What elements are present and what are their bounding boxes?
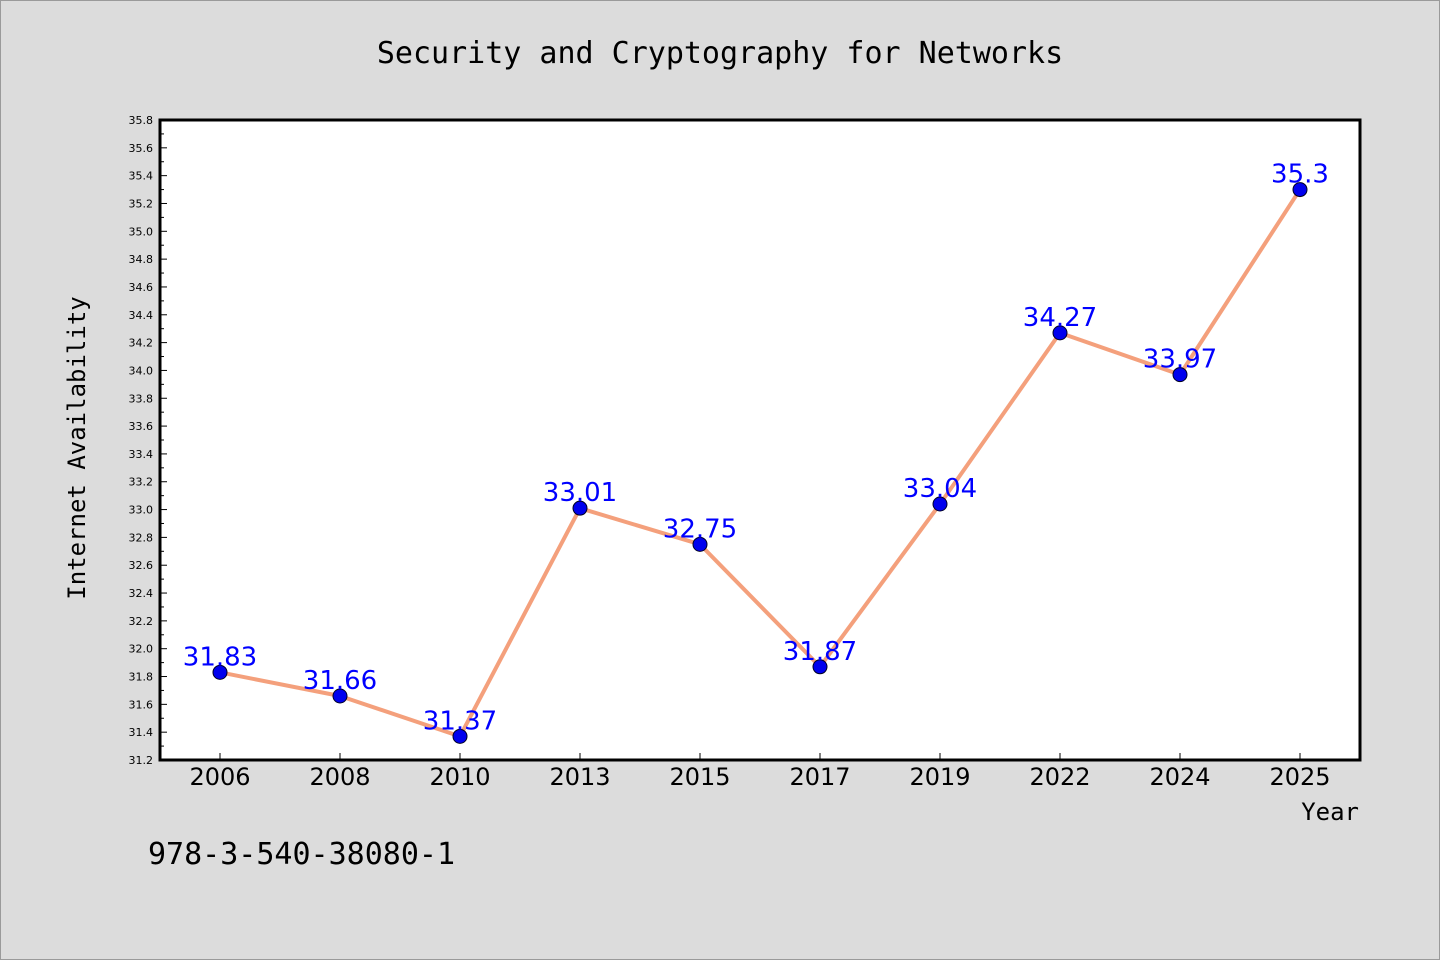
y-axis: 31.2 31.4 31.6 31.8 32.0 32.2 32.4 32.6 32.8 33.0…	[129, 114, 167, 767]
y-tick-label: 32.6	[129, 559, 154, 572]
y-tick-label: 35.4	[129, 170, 154, 183]
data-label: 33.97	[1143, 345, 1217, 375]
x-tick-label: 2022	[1029, 763, 1090, 791]
y-tick-label: 31.4	[129, 726, 154, 739]
y-tick-label: 32.4	[129, 587, 154, 600]
x-axis: 2006 2008 2010 2013 2015 2017 2019 2022 2024 2025	[189, 753, 1331, 791]
x-tick-label: 2006	[189, 763, 250, 791]
y-tick-label: 32.0	[129, 643, 154, 656]
y-tick-label: 31.8	[129, 671, 154, 684]
y-tick-label: 33.6	[129, 420, 154, 433]
data-point	[932, 496, 948, 512]
y-tick-label: 31.6	[129, 698, 154, 711]
x-tick-label: 2017	[789, 763, 850, 791]
y-tick-label: 33.0	[129, 504, 154, 517]
x-tick-label: 2013	[549, 763, 610, 791]
data-labels: 31.83 31.66 31.37 33.01 32.75 31.87 33.04 34.27…	[183, 160, 1329, 737]
data-label: 31.37	[423, 706, 497, 736]
data-point	[1052, 325, 1068, 341]
y-tick-label: 33.4	[129, 448, 154, 461]
y-tick-label: 31.2	[129, 754, 154, 767]
y-tick-label: 34.4	[129, 309, 154, 322]
data-point	[692, 536, 708, 552]
y-tick-label: 34.0	[129, 364, 154, 377]
y-tick-label: 35.8	[129, 114, 154, 127]
x-tick-label: 2019	[909, 763, 970, 791]
data-point	[1292, 182, 1308, 198]
data-point	[332, 688, 348, 704]
series-line	[219, 188, 1302, 739]
chart-title: Security and Cryptography for Networks	[377, 36, 1063, 71]
data-label: 34.27	[1023, 303, 1097, 333]
data-label: 31.83	[183, 642, 257, 672]
y-tick-label: 32.2	[129, 615, 154, 628]
y-tick-label: 32.8	[129, 531, 154, 544]
data-label: 32.75	[663, 514, 737, 544]
y-tick-label: 35.2	[129, 197, 154, 210]
x-tick-label: 2015	[669, 763, 730, 791]
plot-area	[158, 118, 1362, 762]
x-tick-label: 2025	[1269, 763, 1330, 791]
y-tick-label: 33.8	[129, 392, 154, 405]
y-tick-label: 33.2	[129, 476, 154, 489]
y-tick-label: 34.6	[129, 281, 154, 294]
y-axis-label: Internet Availability	[63, 296, 91, 599]
data-label: 33.04	[903, 474, 977, 504]
y-tick-label: 34.2	[129, 337, 154, 350]
isbn-footer: 978-3-540-38080-1	[148, 837, 455, 872]
x-tick-label: 2008	[309, 763, 370, 791]
y-tick-label: 34.8	[129, 253, 154, 266]
series-line-group	[219, 188, 1302, 739]
data-label: 31.66	[303, 666, 377, 696]
y-tick-label: 35.6	[129, 142, 154, 155]
data-point	[812, 659, 828, 675]
x-tick-label: 2024	[1149, 763, 1210, 791]
data-label: 33.01	[543, 478, 617, 508]
data-point	[1172, 367, 1188, 383]
x-axis-label: Year	[1301, 798, 1359, 826]
y-tick-label: 35.0	[129, 225, 154, 238]
series-markers	[212, 182, 1308, 744]
data-point	[572, 500, 588, 516]
data-point	[212, 664, 228, 680]
data-label: 35.3	[1271, 160, 1329, 190]
x-tick-label: 2010	[429, 763, 490, 791]
data-label: 31.87	[783, 637, 857, 667]
data-point	[452, 728, 468, 744]
